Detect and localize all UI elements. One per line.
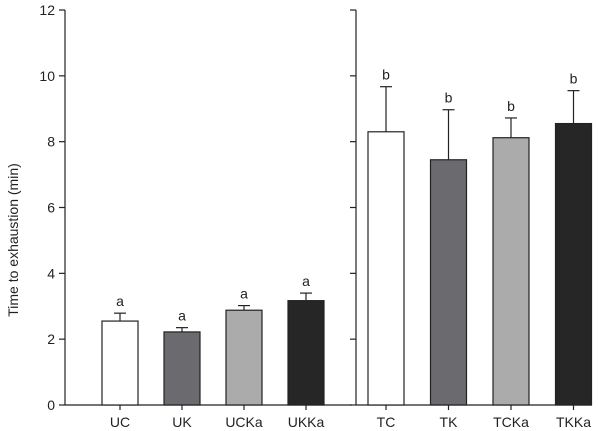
bar-TCKa bbox=[492, 137, 530, 406]
significance-letter: b bbox=[445, 90, 453, 106]
significance-letter: a bbox=[116, 293, 124, 309]
y-tick-label: 0 bbox=[47, 397, 55, 413]
significance-letter: b bbox=[570, 71, 578, 87]
y-tick-label: 8 bbox=[47, 134, 55, 150]
significance-letter: a bbox=[240, 286, 248, 302]
bar-UKKa bbox=[287, 300, 325, 406]
bar-UCKa bbox=[225, 309, 263, 406]
bar-TC bbox=[367, 131, 405, 406]
bar-TK bbox=[429, 159, 468, 406]
x-tick-label: TK bbox=[440, 414, 459, 430]
x-tick-label: TC bbox=[377, 414, 396, 430]
significance-letter: a bbox=[302, 273, 310, 289]
x-tick-label: TCKa bbox=[493, 414, 529, 430]
y-tick-label: 4 bbox=[47, 265, 55, 281]
y-tick-label: 6 bbox=[47, 200, 55, 216]
significance-letter: b bbox=[382, 67, 390, 83]
bar-UC bbox=[101, 320, 139, 406]
significance-letter: a bbox=[178, 308, 186, 324]
significance-letter: b bbox=[507, 98, 515, 114]
bar-UK bbox=[163, 331, 201, 406]
bar-TKKa bbox=[554, 122, 593, 406]
axes: 0 2 4 6 8 10 12 UC UK UCKa UKKa TC TK TCKa TKKa bbox=[39, 2, 592, 430]
y-tick-label: 10 bbox=[39, 68, 55, 84]
x-tick-label: UCKa bbox=[225, 414, 263, 430]
y-tick-label: 12 bbox=[39, 2, 55, 18]
x-tick-label: UC bbox=[110, 414, 130, 430]
bars: a a a a b b b b bbox=[101, 67, 593, 406]
y-tick-label: 2 bbox=[47, 331, 55, 347]
x-tick-label: UK bbox=[172, 414, 192, 430]
x-tick-label: UKKa bbox=[288, 414, 325, 430]
x-tick-label: TKKa bbox=[556, 414, 591, 430]
y-axis-label: Time to exhaustion (min) bbox=[5, 163, 21, 317]
